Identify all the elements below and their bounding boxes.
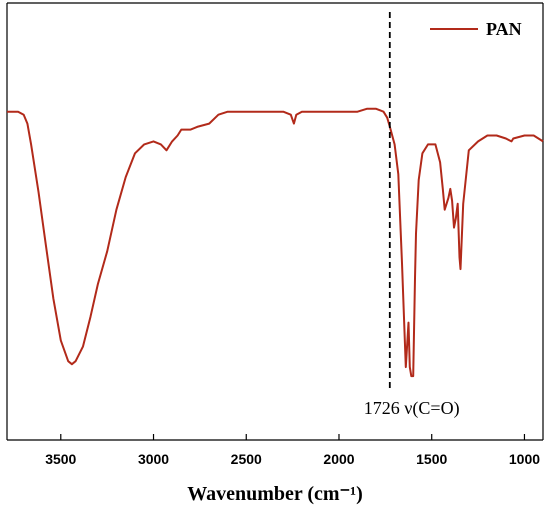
x-tick-labels: 3500 3000 2500 2000 1500 1000 [45, 451, 540, 467]
x-tick-label-1500: 1500 [416, 451, 447, 467]
series-line-pan [7, 107, 544, 378]
x-tick-label-3000: 3000 [138, 451, 169, 467]
annotation-layer: 1726 ν(C=O) [364, 12, 460, 419]
x-axis-title: Wavenumber (cm⁻¹) [187, 483, 363, 505]
legend: PAN [430, 19, 522, 39]
x-tick-label-2500: 2500 [231, 451, 262, 467]
annotation-label: 1726 ν(C=O) [364, 398, 460, 419]
x-ticks [60, 434, 526, 440]
series-layer [7, 107, 544, 378]
legend-label-pan: PAN [486, 19, 522, 39]
plot-area: 3500 3000 2500 2000 1500 1000 1726 ν(C=O) [6, 2, 544, 467]
x-tick-label-3500: 3500 [45, 451, 76, 467]
x-tick-label-1000: 1000 [509, 451, 540, 467]
x-tick-label-2000: 2000 [323, 451, 354, 467]
